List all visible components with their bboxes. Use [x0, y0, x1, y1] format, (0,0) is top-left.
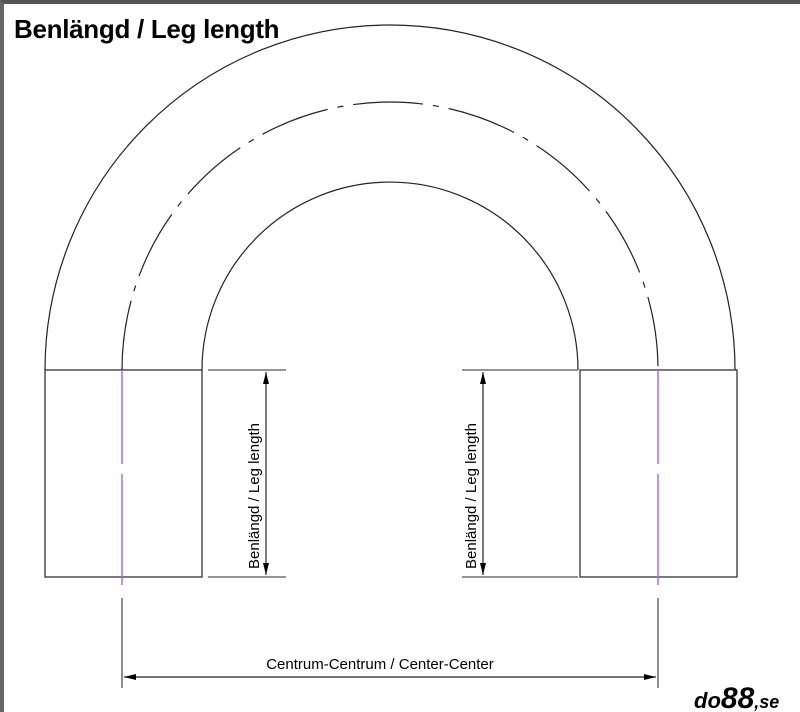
logo-number: 88	[720, 682, 755, 712]
leg-length-label-right: Benlängd / Leg length	[463, 423, 480, 569]
center-center-label: Centrum-Centrum / Center-Center	[266, 656, 494, 673]
logo-prefix: do	[694, 688, 721, 712]
page-title: Benlängd / Leg length	[14, 14, 280, 44]
logo-suffix: ,se	[754, 692, 780, 712]
left-leg	[44, 369, 203, 578]
outer-arc	[44, 24, 736, 371]
do88-logo: do88,se	[694, 682, 779, 712]
inner-arc	[201, 181, 579, 371]
leg-length-label-left: Benlängd / Leg length	[246, 423, 263, 569]
centerline-arc	[121, 101, 659, 371]
